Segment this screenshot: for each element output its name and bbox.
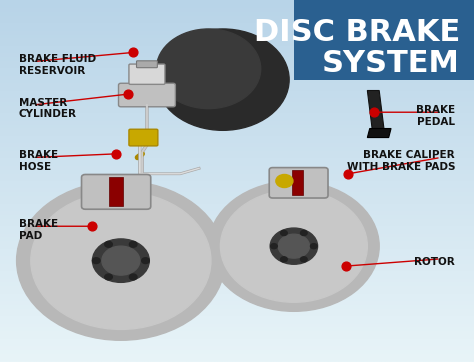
Text: BRAKE
HOSE: BRAKE HOSE xyxy=(19,150,58,172)
Text: MASTER
CYLINDER: MASTER CYLINDER xyxy=(19,98,77,119)
Circle shape xyxy=(310,244,317,249)
Point xyxy=(89,223,96,229)
Circle shape xyxy=(220,190,367,302)
Circle shape xyxy=(92,258,100,264)
Polygon shape xyxy=(367,129,391,138)
FancyBboxPatch shape xyxy=(82,174,151,209)
Bar xyxy=(292,170,303,195)
Circle shape xyxy=(301,257,307,262)
Circle shape xyxy=(271,244,277,249)
FancyBboxPatch shape xyxy=(129,64,165,84)
Circle shape xyxy=(281,231,287,236)
Point xyxy=(342,263,350,269)
Text: ROTOR: ROTOR xyxy=(414,257,455,268)
Circle shape xyxy=(270,228,318,264)
Circle shape xyxy=(129,241,137,247)
Circle shape xyxy=(278,234,310,258)
Circle shape xyxy=(156,29,261,109)
Point xyxy=(345,171,352,177)
Circle shape xyxy=(281,257,287,262)
Circle shape xyxy=(105,274,112,280)
Circle shape xyxy=(276,174,293,188)
Circle shape xyxy=(209,181,379,311)
Text: BRAKE CALIPER
WITH BRAKE PADS: BRAKE CALIPER WITH BRAKE PADS xyxy=(346,150,455,172)
Circle shape xyxy=(142,258,149,264)
Circle shape xyxy=(105,241,112,247)
FancyBboxPatch shape xyxy=(129,129,158,146)
Circle shape xyxy=(301,231,307,236)
Text: BRAKE FLUID
RESERVOIR: BRAKE FLUID RESERVOIR xyxy=(19,54,96,76)
Text: DISC BRAKE
SYSTEM: DISC BRAKE SYSTEM xyxy=(254,18,460,79)
Text: BRAKE
PEDAL: BRAKE PEDAL xyxy=(416,105,455,127)
FancyBboxPatch shape xyxy=(118,83,175,107)
Circle shape xyxy=(129,274,137,280)
Point xyxy=(124,91,132,97)
FancyBboxPatch shape xyxy=(269,168,328,198)
FancyBboxPatch shape xyxy=(137,61,157,68)
Bar xyxy=(109,177,123,206)
Circle shape xyxy=(17,181,225,340)
Point xyxy=(112,151,120,157)
Circle shape xyxy=(102,246,140,275)
Text: BRAKE
PAD: BRAKE PAD xyxy=(19,219,58,241)
Point xyxy=(129,50,137,55)
Point xyxy=(371,109,378,115)
Polygon shape xyxy=(367,90,384,129)
FancyBboxPatch shape xyxy=(294,0,474,80)
Circle shape xyxy=(31,192,211,329)
Circle shape xyxy=(156,29,289,130)
Circle shape xyxy=(92,239,149,282)
